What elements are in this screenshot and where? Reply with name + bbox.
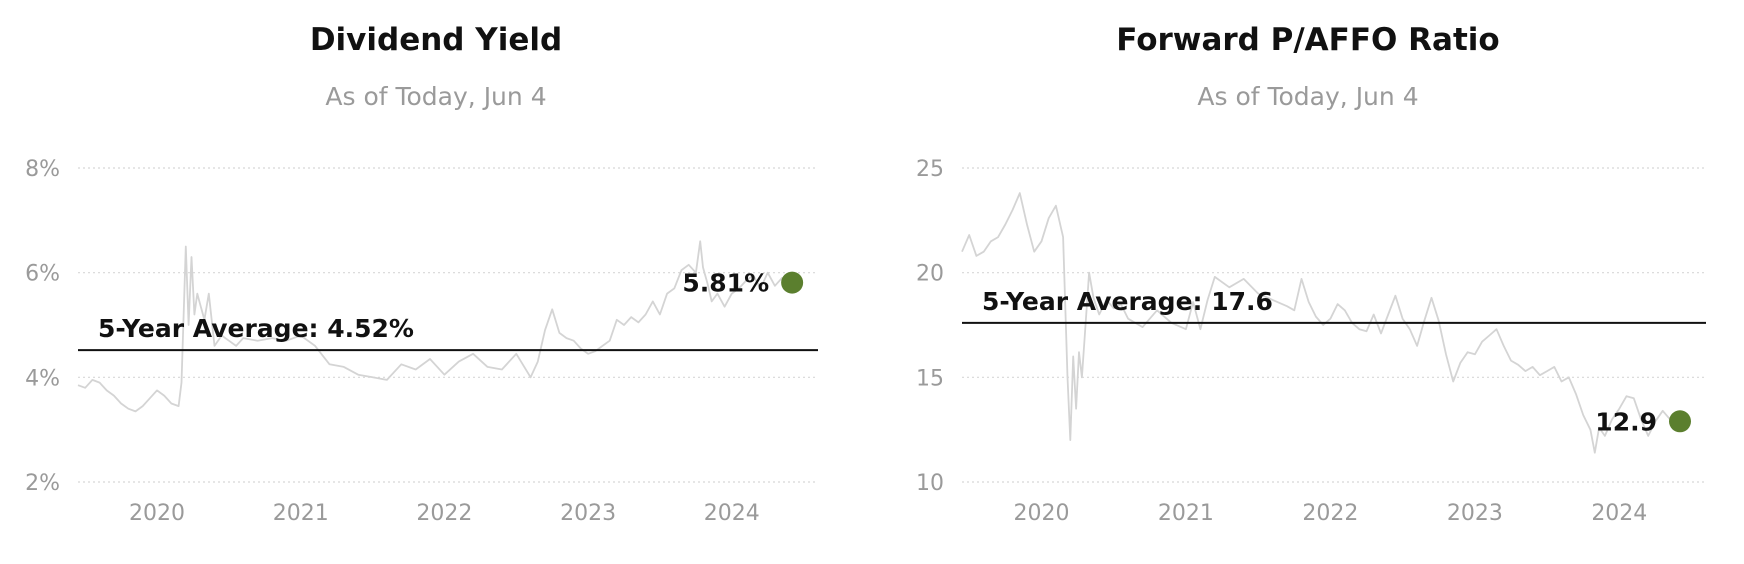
series-line	[77, 240, 790, 413]
chart-subtitle: As of Today, Jun 4	[1197, 82, 1419, 111]
x-tick-label: 2023	[560, 501, 616, 526]
dividend-yield-plot: 2% 4% 6% 8% 2020 2021 2022 2023 2024 5-Year Avera…	[25, 157, 818, 526]
current-value-label: 12.9	[1595, 407, 1657, 436]
forward-p-affo-plot: 10 15 20 25 2020 2021 2022 2023 2024 5-Year Avera…	[916, 157, 1706, 526]
x-tick-label: 2020	[1013, 501, 1069, 526]
x-tick-label: 2021	[273, 501, 329, 526]
chart-subtitle: As of Today, Jun 4	[325, 82, 547, 111]
chart-title: Forward P/AFFO Ratio	[1116, 22, 1500, 58]
y-tick-label: 4%	[25, 366, 60, 391]
x-tick-label: 2022	[416, 501, 472, 526]
average-label: 5-Year Average: 17.6	[982, 287, 1273, 316]
current-value-dot	[1668, 410, 1691, 433]
y-tick-label: 25	[916, 157, 944, 182]
y-tick-label: 10	[916, 471, 944, 496]
y-tick-label: 15	[916, 366, 944, 391]
x-tick-label: 2024	[704, 501, 760, 526]
series-line	[961, 192, 1678, 454]
y-tick-label: 6%	[25, 262, 60, 287]
current-value-dot	[781, 271, 804, 294]
forward-p-affo-chart: Forward P/AFFO Ratio As of Today, Jun 4 …	[872, 0, 1744, 564]
average-label: 5-Year Average: 4.52%	[98, 314, 414, 343]
y-tick-label: 8%	[25, 157, 60, 182]
chart-title: Dividend Yield	[309, 22, 563, 58]
x-tick-label: 2022	[1302, 501, 1358, 526]
x-tick-label: 2023	[1447, 501, 1503, 526]
x-tick-label: 2021	[1158, 501, 1214, 526]
dividend-yield-chart: Dividend Yield As of Today, Jun 4 2% 4% 6%…	[25, 22, 818, 526]
x-tick-label: 2020	[129, 501, 185, 526]
current-value-label: 5.81%	[682, 269, 769, 298]
y-tick-label: 20	[916, 262, 944, 287]
x-tick-label: 2024	[1591, 501, 1647, 526]
y-tick-label: 2%	[25, 471, 60, 496]
